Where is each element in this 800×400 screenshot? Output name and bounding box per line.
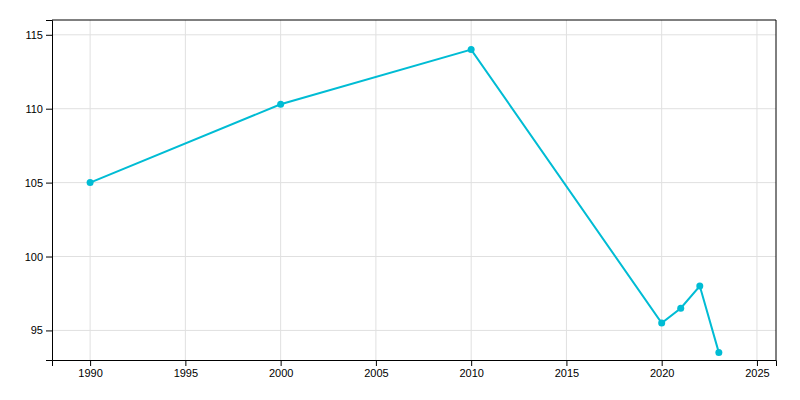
y-axis-tick-mark — [46, 109, 52, 110]
y-axis-tick-label: 100 — [25, 251, 43, 263]
x-axis-tick-label: 2005 — [364, 367, 388, 379]
x-axis: 1990 1995 2000 2005 2010 2015 2020 2025 — [53, 360, 777, 379]
y-axis-tick-mark — [46, 257, 52, 258]
x-axis-tick-label: 2000 — [269, 367, 293, 379]
point — [677, 305, 684, 312]
x-axis-tick: 1995 — [174, 360, 198, 379]
grid-line-y — [52, 330, 776, 331]
frame-top — [52, 20, 776, 21]
x-axis-tick: 2015 — [555, 360, 579, 379]
grid-line-x — [471, 20, 472, 360]
line — [90, 50, 719, 353]
x-axis-tick: 2010 — [459, 360, 483, 379]
point — [277, 101, 284, 108]
grid-line-x — [375, 20, 376, 360]
grid-line-y — [52, 108, 776, 109]
grid-line-y — [52, 182, 776, 183]
x-axis-tick: 2020 — [650, 360, 674, 379]
y-axis-tick-mark — [46, 330, 52, 331]
x-axis-tick: 2025 — [745, 360, 769, 379]
point — [696, 283, 703, 290]
grid-line-y — [52, 34, 776, 35]
y-axis-tick: 105 — [25, 177, 52, 189]
x-axis-tick-label: 2025 — [745, 367, 769, 379]
x-axis-tick-label: 2010 — [459, 367, 483, 379]
x-axis-tick-mark — [662, 360, 663, 366]
y-axis-tick-label: 110 — [25, 103, 43, 115]
y-axis-line — [46, 21, 53, 361]
point — [468, 46, 475, 53]
x-axis-tick: 2000 — [269, 360, 293, 379]
x-axis-tick: 2005 — [364, 360, 388, 379]
chart-svg: 1990 1995 2000 2005 2010 2015 2020 2025 95 100 105… — [0, 0, 800, 400]
x-axis-tick-mark — [566, 360, 567, 366]
frame-right — [776, 20, 777, 360]
x-axis-tick-label: 2020 — [650, 367, 674, 379]
x-axis-tick-mark — [757, 360, 758, 366]
y-axis-tick-label: 115 — [25, 29, 43, 41]
y-axis-tick: 95 — [31, 324, 52, 336]
plot-area: 1990 1995 2000 2005 2010 2015 2020 2025 95 100 105… — [25, 20, 777, 379]
y-axis-tick: 100 — [25, 251, 52, 263]
grid-line-y — [52, 256, 776, 257]
grid-line-x — [566, 20, 567, 360]
x-axis-tick-mark — [281, 360, 282, 366]
x-axis-tick-label: 2015 — [555, 367, 579, 379]
y-axis: 95 100 105 110 115 — [25, 21, 53, 361]
y-axis-tick: 115 — [25, 29, 52, 41]
x-axis-tick-label: 1990 — [78, 367, 102, 379]
grid-line-x — [756, 20, 757, 360]
x-axis-line — [53, 361, 777, 367]
grid — [52, 20, 776, 360]
point — [87, 179, 94, 186]
grid-line-x — [90, 20, 91, 360]
chart-container: 1990 1995 2000 2005 2010 2015 2020 2025 95 100 105… — [0, 0, 800, 400]
point — [715, 349, 722, 356]
grid-line-x — [185, 20, 186, 360]
y-axis-tick-mark — [46, 183, 52, 184]
x-axis-tick-label: 1995 — [174, 367, 198, 379]
marks — [87, 46, 723, 356]
y-axis-tick-mark — [46, 35, 52, 36]
x-axis-tick-mark — [376, 360, 377, 366]
grid-line-x — [661, 20, 662, 360]
x-axis-tick: 1990 — [78, 360, 102, 379]
grid-line-x — [280, 20, 281, 360]
x-axis-tick-mark — [90, 360, 91, 366]
y-axis-tick: 110 — [25, 103, 52, 115]
y-axis-tick-label: 95 — [31, 324, 43, 336]
y-axis-tick-label: 105 — [25, 177, 43, 189]
x-axis-tick-mark — [471, 360, 472, 366]
x-axis-tick-mark — [185, 360, 186, 366]
point — [658, 320, 665, 327]
